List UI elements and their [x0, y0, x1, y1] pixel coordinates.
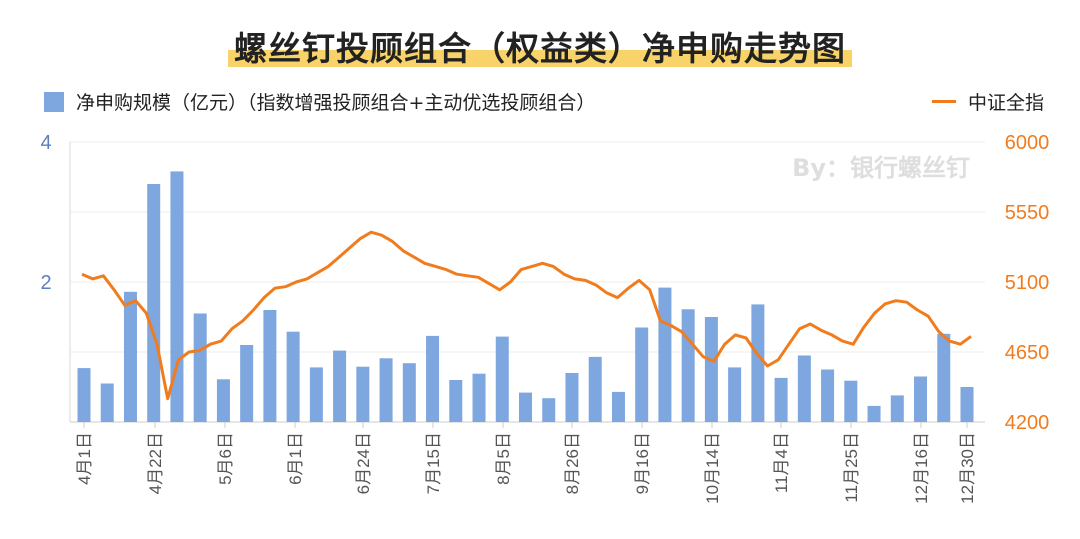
right-axis-tick-label: 5550 — [1005, 202, 1050, 224]
bar — [774, 377, 788, 422]
chart-title: 螺丝钉投顾组合（权益类）净申购走势图 — [228, 22, 852, 70]
bar — [519, 392, 532, 422]
bar — [611, 391, 625, 422]
bar — [658, 287, 672, 422]
bar — [635, 327, 649, 422]
x-tick-label: 12月16日 — [912, 432, 931, 504]
bar — [565, 373, 579, 422]
bar — [728, 367, 742, 422]
bar — [216, 379, 230, 422]
watermark: By：银行螺丝钉 — [792, 154, 970, 182]
bar — [77, 368, 91, 422]
right-axis-tick-label: 4200 — [1005, 412, 1050, 434]
bar — [937, 333, 951, 422]
x-tick-label: 8月26日 — [563, 432, 582, 494]
bar — [263, 310, 277, 422]
x-tick-label: 6月1日 — [286, 432, 305, 485]
x-tick-label: 5月6日 — [216, 432, 235, 485]
x-tick-label: 6月24日 — [354, 432, 373, 494]
x-tick-label: 11月4日 — [772, 432, 791, 493]
bar — [797, 355, 811, 422]
legend-line-swatch — [931, 100, 956, 103]
bar — [844, 380, 858, 422]
legend-bar-entry: 净申购规模（亿元）（指数增强投顾组合+主动优选投顾组合） — [44, 88, 595, 115]
legend-bar-swatch — [44, 91, 64, 112]
bar — [449, 380, 463, 422]
right-axis-tick-label: 4650 — [1005, 342, 1050, 364]
x-tick-label: 11月25日 — [842, 432, 861, 503]
bar — [286, 331, 300, 422]
bar — [123, 291, 137, 422]
bar — [751, 304, 765, 422]
bar — [333, 350, 347, 422]
index-line — [81, 230, 972, 401]
bar — [379, 358, 393, 422]
bar — [681, 309, 695, 422]
bar — [960, 387, 974, 422]
x-tick-label: 4月1日 — [75, 432, 94, 485]
x-tick-label: 12月30日 — [958, 432, 977, 504]
right-axis-tick-label: 5100 — [1005, 272, 1050, 294]
bar — [890, 395, 904, 422]
bar — [588, 356, 602, 422]
bar — [356, 366, 370, 422]
bar — [426, 335, 440, 422]
bar — [472, 373, 486, 422]
bar — [309, 367, 323, 422]
bar — [100, 383, 114, 422]
x-tick-label: 7月15日 — [424, 432, 443, 494]
bar — [240, 345, 254, 422]
x-tick-label: 9月16日 — [633, 432, 652, 494]
legend-line-entry: 中证全指 — [931, 88, 1044, 115]
legend-bar-label: 净申购规模（亿元）（指数增强投顾组合+主动优选投顾组合） — [76, 92, 596, 114]
bar — [914, 376, 928, 422]
bar — [193, 313, 207, 422]
legend-line-label: 中证全指 — [967, 92, 1044, 114]
left-axis-tick-label: 2 — [40, 272, 51, 294]
left-axis-tick-label: 4 — [40, 132, 51, 154]
bar — [542, 398, 556, 422]
bar — [495, 336, 509, 422]
bar — [821, 369, 835, 422]
x-tick-label: 4月22日 — [146, 432, 165, 494]
bar — [704, 317, 718, 422]
bar — [402, 363, 416, 422]
bar — [147, 184, 161, 422]
x-tick-label: 8月5日 — [494, 432, 513, 485]
x-tick-label: 10月14日 — [703, 432, 722, 504]
right-axis-tick-label: 6000 — [1005, 132, 1050, 154]
bar — [867, 405, 881, 422]
